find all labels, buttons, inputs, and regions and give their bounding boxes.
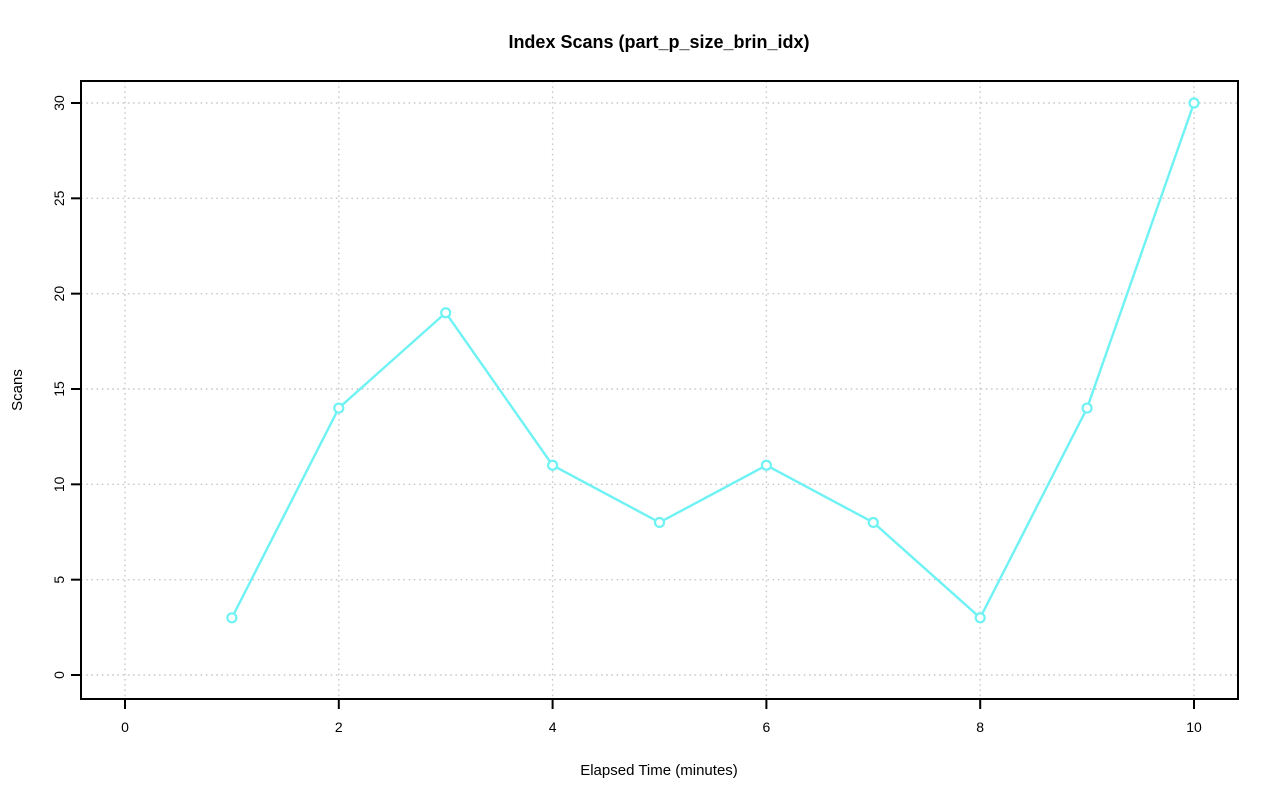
- series-layer: [226, 97, 1200, 624]
- data-point: [226, 612, 238, 624]
- data-point: [653, 516, 666, 529]
- data-point: [333, 402, 345, 414]
- x-tick-label: 2: [335, 719, 343, 735]
- x-tick-label: 10: [1186, 719, 1202, 735]
- x-tick-label: 4: [549, 719, 557, 735]
- x-tick-label: 8: [976, 719, 984, 735]
- y-tick-label: 30: [51, 95, 67, 111]
- axis-layer: 0 2 4 6 8 10 0 5 10 15 20 25 30: [51, 80, 1239, 735]
- y-axis-label: Scans: [9, 369, 26, 411]
- data-point: [546, 459, 559, 471]
- data-point: [1081, 402, 1093, 414]
- series-line: [230, 101, 1196, 619]
- data-point: [440, 307, 452, 319]
- grid-layer: [81, 81, 1238, 699]
- y-tick-label: 20: [51, 286, 67, 302]
- y-tick-label: 10: [51, 476, 67, 492]
- data-point: [760, 459, 773, 471]
- x-axis-label: Elapsed Time (minutes): [580, 762, 738, 779]
- y-tick-label: 25: [51, 190, 67, 206]
- data-point: [974, 612, 986, 624]
- y-tick-label: 15: [51, 381, 67, 397]
- data-point: [1188, 97, 1200, 109]
- x-tick-label: 6: [763, 719, 771, 735]
- x-tick-label: 0: [121, 719, 129, 735]
- data-point: [867, 516, 879, 529]
- y-tick-label: 0: [51, 671, 67, 679]
- plot-box: [80, 80, 1239, 700]
- y-tick-label: 5: [51, 576, 67, 584]
- chart-title: Index Scans (part_p_size_brin_idx): [508, 32, 809, 52]
